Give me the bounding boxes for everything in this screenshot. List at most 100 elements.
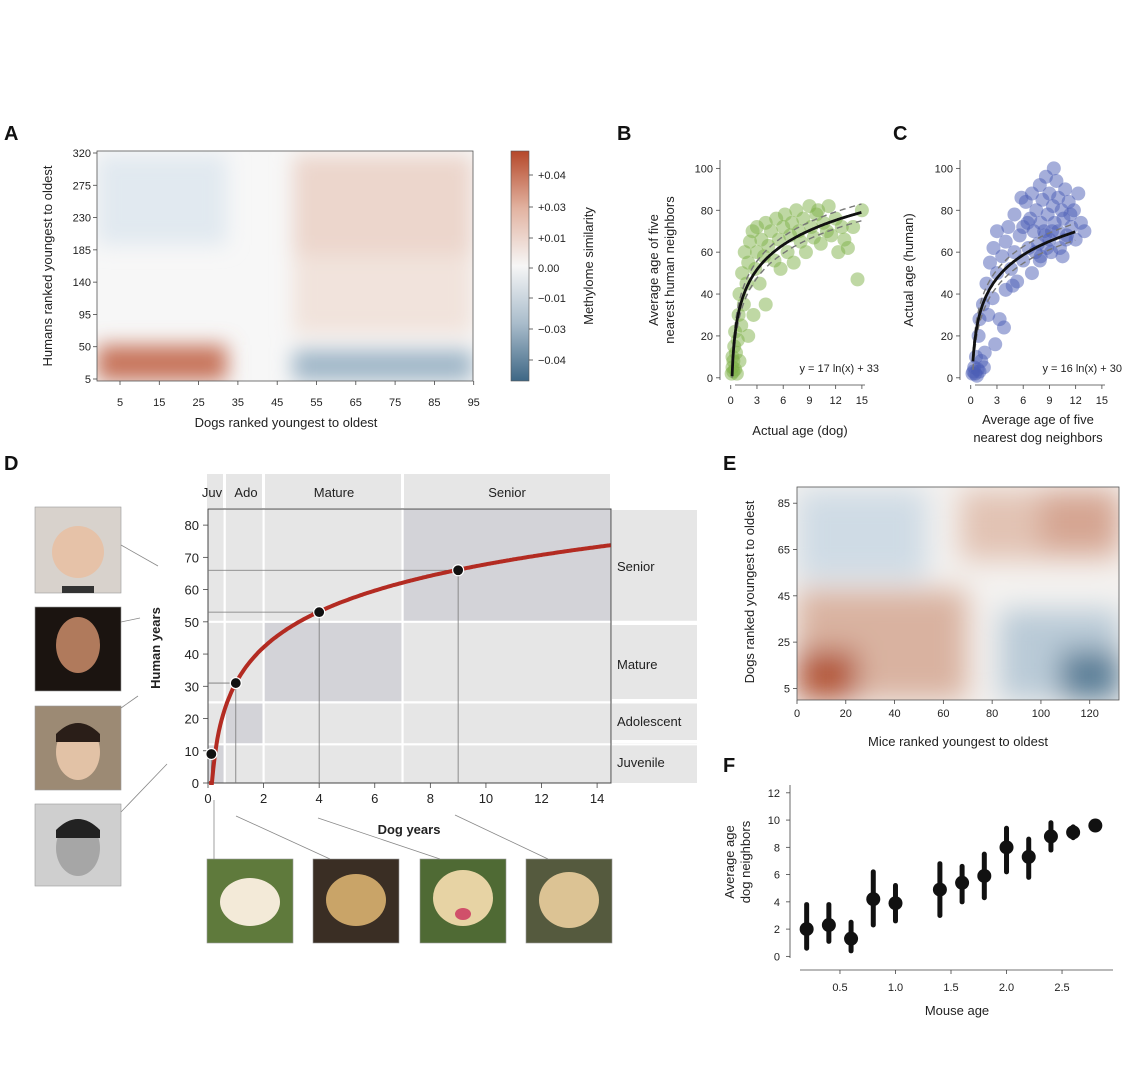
- human-stage-band-mature: [612, 625, 697, 699]
- dog-stage-band-juv: [207, 474, 223, 508]
- scatter-f-point: [932, 882, 947, 897]
- panel-c: C 100 80 60 40 20 0 0 3 6 9 12 15 y = 16 ln(x) + 30…: [893, 123, 1122, 445]
- scatter-f-xtick-label: 1.5: [943, 982, 958, 994]
- scatter-f-ytick-label: 2: [774, 924, 780, 936]
- scatter-c-point: [998, 234, 1013, 249]
- scatter-b-xtick-label: 6: [780, 395, 786, 407]
- heatmap-a-ytick-label: 5: [85, 374, 91, 386]
- heatmap-a-xtick-label: 55: [310, 397, 322, 409]
- line-d-highlight-point: [229, 676, 242, 690]
- heatmap-e-ytick-label: 85: [778, 498, 790, 510]
- line-d-xtick-label: 4: [316, 791, 323, 806]
- heatmap-a-warm-corner: [97, 345, 227, 381]
- dog-stage-senior: Senior: [488, 485, 526, 500]
- scatter-b-point: [786, 255, 801, 270]
- heatmap-a-xtick-label: 75: [389, 397, 401, 409]
- dog-stage-band-senior: [404, 474, 610, 508]
- human-photo-senior: [34, 506, 122, 594]
- heatmap-e-ytick-label: 45: [778, 591, 790, 603]
- human-stage-band-senior: [612, 510, 697, 622]
- scatter-b-ylabel: Average age of five nearest human neighb…: [646, 196, 677, 344]
- scatter-c-point: [995, 249, 1010, 264]
- scatter-f-ylabel: Average age dog neighbors: [722, 820, 753, 903]
- line-d-xtick-label: 6: [371, 791, 378, 806]
- scatter-b-point: [735, 266, 750, 281]
- line-d-stage-overlap: [402, 509, 611, 622]
- scatter-b-point: [742, 234, 757, 249]
- human-stage-band-adolescent: [612, 702, 697, 740]
- line-d-ytick-label: 40: [185, 647, 199, 662]
- scatter-b-point: [773, 261, 788, 276]
- heatmap-a-ytick-label: 185: [73, 245, 91, 257]
- scatter-f-point: [999, 840, 1014, 855]
- scatter-b-ticks: 100 80 60 40 20 0 0 3 6 9 12 15: [695, 163, 868, 407]
- heatmap-a: [97, 151, 473, 381]
- scatter-c-point: [982, 255, 997, 270]
- scatter-b-fit-line: [730, 211, 862, 377]
- scatter-c-point: [986, 240, 1001, 255]
- colorbar-tick-label: +0.04: [538, 170, 566, 182]
- heatmap-e-regions: [797, 490, 1119, 700]
- scatter-c-point: [1046, 161, 1061, 176]
- scatter-b-xtick-label: 0: [728, 395, 734, 407]
- scatter-f-xtick-label: 0.5: [832, 982, 847, 994]
- line-d-stage-overlap: [263, 621, 403, 703]
- scatter-c-point: [996, 320, 1011, 335]
- scatter-c-ytick-label: 40: [941, 289, 953, 301]
- dog-stage-ado: Ado: [234, 485, 257, 500]
- scatter-f-point: [821, 918, 836, 933]
- scatter-f-point: [888, 896, 903, 911]
- heatmap-a-ytick-label: 230: [73, 213, 91, 225]
- heatmap-a-warm-top: [293, 155, 473, 255]
- colorbar-tick-label: −0.03: [538, 324, 566, 336]
- scatter-c-ytick-label: 20: [941, 331, 953, 343]
- scatter-b-point: [741, 328, 756, 343]
- scatter-c-point: [977, 345, 992, 360]
- line-d-xtick-label: 2: [260, 791, 267, 806]
- connector-dog-2: [235, 815, 331, 860]
- dog-photo-3: [419, 858, 507, 944]
- scatter-c-fit: [971, 222, 1076, 370]
- scatter-b-ytick-label: 80: [701, 205, 713, 217]
- line-d-ytick-label: 30: [185, 679, 199, 694]
- scatter-b-ylabel-line2: nearest human neighbors: [662, 196, 677, 344]
- scatter-b-point: [756, 249, 771, 264]
- scatter-b-ytick-label: 100: [695, 163, 713, 175]
- scatter-b-equation: y = 17 ln(x) + 33: [800, 363, 880, 375]
- panel-e: E 0 20 40 60 80 100 120 85 65 45 25 5 Mice ranked y…: [723, 453, 1120, 749]
- human-stage-senior: Senior: [617, 559, 655, 574]
- scatter-f-point: [955, 875, 970, 890]
- scatter-c-point: [988, 337, 1003, 352]
- heatmap-a-xtick-label: 45: [271, 397, 283, 409]
- heatmap-e-frame: [796, 486, 1120, 701]
- line-d-xtick-label: 12: [534, 791, 548, 806]
- scatter-f-point: [1066, 825, 1081, 840]
- heatmap-e-xtick-label: 120: [1081, 708, 1099, 720]
- scatter-b-point: [793, 234, 808, 249]
- heatmap-a-xlabel: Dogs ranked youngest to oldest: [195, 415, 378, 430]
- line-d-highlight-point: [205, 747, 218, 761]
- scatter-c-point: [985, 291, 1000, 306]
- line-d-ytick-label: 0: [192, 776, 199, 791]
- line-d-curve: [209, 543, 611, 785]
- colorbar-tick-label: −0.04: [538, 355, 566, 367]
- line-d-frame: [207, 508, 612, 784]
- line-d-ytick-label: 60: [185, 583, 199, 598]
- heatmap-a-ytick-label: 140: [73, 277, 91, 289]
- colorbar-ticks: +0.04 +0.03 +0.01 0.00 −0.01 −0.03 −0.04: [529, 170, 566, 367]
- heatmap-e-cool-top-left: [797, 490, 927, 580]
- scatter-c-equation: y = 16 ln(x) + 30: [1043, 363, 1123, 375]
- scatter-c-point: [1032, 253, 1047, 268]
- scatter-c-xtick-label: 3: [994, 395, 1000, 407]
- scatter-b-xtick-label: 9: [806, 395, 812, 407]
- scatter-f-ytick-label: 12: [768, 788, 780, 800]
- heatmap-e-warm-corner: [1040, 490, 1119, 550]
- scatter-f-point: [977, 868, 992, 883]
- heatmap-a-xticks: 5 15 25 35 45 55 65 75 85 95: [117, 381, 480, 409]
- heatmap-e-ytick-label: 25: [778, 637, 790, 649]
- line-d-plot: 80 70 60 50 40 30 20 10 00 2 4 6 8 10 12 14: [185, 508, 697, 806]
- connector-juvenile: [120, 763, 168, 813]
- scatter-f-xtick-label: 2.5: [1054, 982, 1069, 994]
- line-d-xtick-label: 10: [479, 791, 493, 806]
